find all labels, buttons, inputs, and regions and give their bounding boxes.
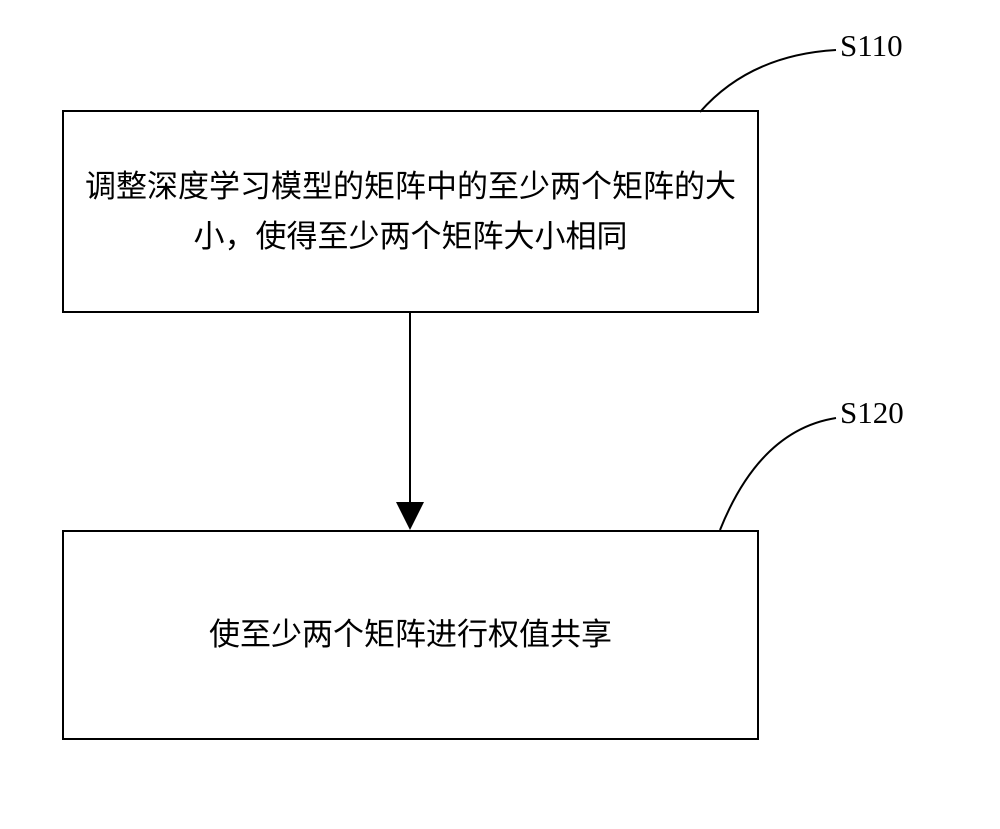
flowchart-step-text-1: 调整深度学习模型的矩阵中的至少两个矩阵的大小，使得至少两个矩阵大小相同 [84, 162, 737, 261]
flowchart-step-box-2: 使至少两个矩阵进行权值共享 [62, 530, 759, 740]
flowchart-step-box-1: 调整深度学习模型的矩阵中的至少两个矩阵的大小，使得至少两个矩阵大小相同 [62, 110, 759, 313]
flowchart-step-label-2: S120 [840, 395, 904, 431]
flowchart-step-text-2: 使至少两个矩阵进行权值共享 [209, 610, 612, 660]
flowchart-step-label-1: S110 [840, 28, 903, 64]
